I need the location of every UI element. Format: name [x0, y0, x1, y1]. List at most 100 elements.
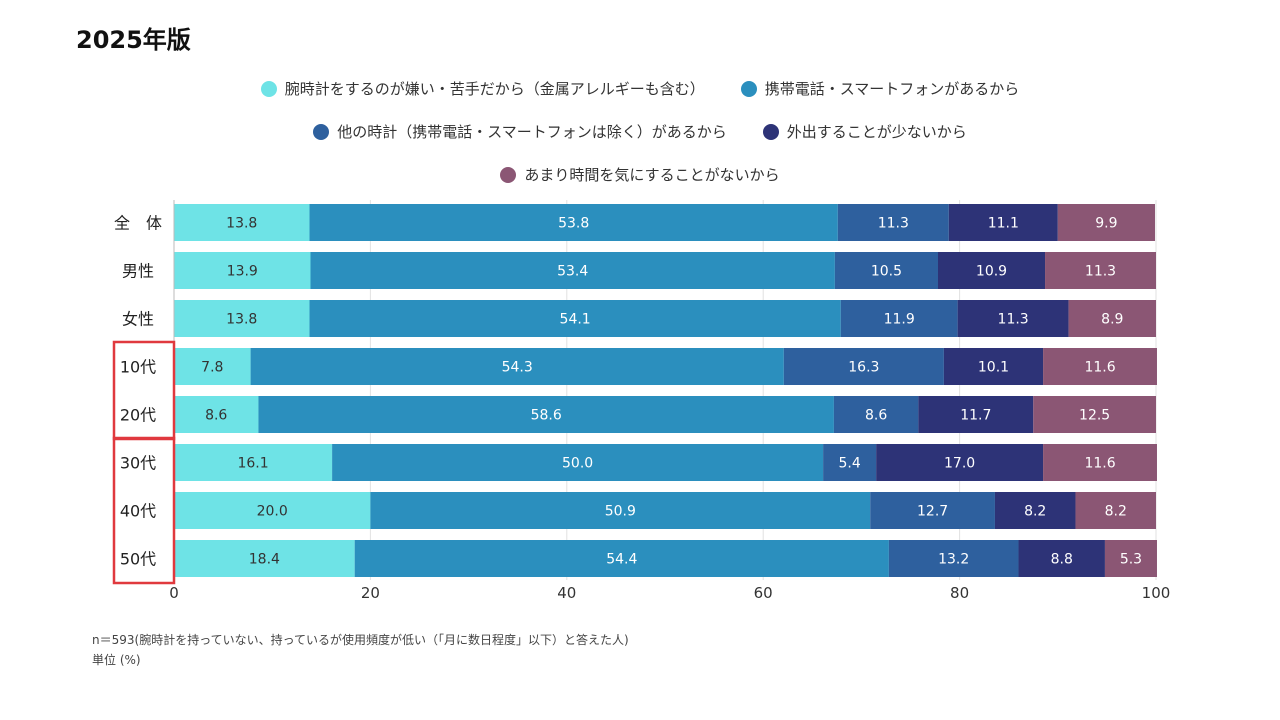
data-label: 11.7: [960, 408, 991, 424]
bar-segment: [783, 348, 944, 385]
bar-segment: [174, 300, 310, 337]
legend-swatch: [500, 166, 517, 183]
category-label: 女性: [122, 310, 154, 329]
legend-item: あまり時間を気にすることがないから: [500, 164, 780, 185]
data-label: 11.3: [1085, 264, 1116, 280]
legend-item: 腕時計をするのが嫌い・苦手だから（金属アレルギーも含む）: [260, 78, 705, 99]
category-label: 10代: [120, 358, 156, 377]
data-label: 54.1: [560, 312, 591, 328]
data-label: 11.3: [998, 312, 1029, 328]
bar-segment: [174, 444, 333, 481]
data-label: 20.0: [257, 504, 288, 520]
data-label: 11.1: [988, 216, 1019, 232]
category-label: 全 体: [114, 214, 162, 233]
data-label: 10.5: [871, 264, 902, 280]
bar-segment: [174, 396, 259, 433]
data-label: 12.7: [917, 504, 948, 520]
bar-segment: [310, 252, 835, 289]
x-tick-label: 20: [361, 584, 380, 602]
bar-segment: [888, 540, 1019, 577]
bar-segment: [174, 252, 311, 289]
data-label: 8.6: [205, 408, 227, 424]
bar-segment: [250, 348, 784, 385]
data-label: 8.8: [1051, 552, 1073, 568]
x-tick-label: 0: [169, 584, 179, 602]
bar-segment: [994, 492, 1076, 529]
legend-item: 外出することが少ないから: [762, 121, 967, 142]
bar-segment: [1018, 540, 1105, 577]
bar-segment: [837, 204, 949, 241]
legend-label: 外出することが少ないから: [786, 123, 967, 141]
bar-segment: [1033, 396, 1156, 433]
x-tick-label: 80: [950, 584, 969, 602]
bar-segment: [876, 444, 1044, 481]
data-label: 13.8: [226, 216, 257, 232]
data-label: 5.3: [1120, 552, 1142, 568]
legend-label: あまり時間を気にすることがないから: [524, 166, 780, 184]
bar-segment: [1043, 444, 1157, 481]
bar-segment: [174, 204, 310, 241]
bar-segment: [309, 204, 838, 241]
bar-segment: [957, 300, 1069, 337]
bar-segment: [943, 348, 1044, 385]
bar-segment: [1057, 204, 1156, 241]
data-label: 8.2: [1105, 504, 1127, 520]
page-title: 2025年版: [76, 26, 191, 54]
bar-segment: [833, 396, 919, 433]
data-label: 11.9: [884, 312, 915, 328]
data-label: 50.0: [562, 456, 593, 472]
bar-segment: [948, 204, 1058, 241]
bar-segment: [918, 396, 1034, 433]
data-label: 7.8: [201, 360, 223, 376]
x-tick-label: 40: [557, 584, 576, 602]
x-tick-label: 100: [1142, 584, 1171, 602]
data-label: 11.3: [878, 216, 909, 232]
bar-segment: [937, 252, 1046, 289]
legend-row: 他の時計（携帯電話・スマートフォンは除く）があるから 外出することが少ないから: [0, 121, 1280, 142]
legend-label: 腕時計をするのが嫌い・苦手だから（金属アレルギーも含む）: [284, 80, 705, 98]
bar-segment: [823, 444, 877, 481]
bar-segment: [834, 252, 938, 289]
category-label: 40代: [120, 502, 156, 521]
bar-segment: [1075, 492, 1156, 529]
legend-swatch: [313, 123, 330, 140]
bar-segment: [174, 492, 371, 529]
data-label: 5.4: [838, 456, 860, 472]
bar-segment: [354, 540, 889, 577]
data-label: 53.8: [558, 216, 589, 232]
data-label: 9.9: [1095, 216, 1117, 232]
legend-row: あまり時間を気にすることがないから: [0, 164, 1280, 185]
category-label: 50代: [120, 550, 156, 569]
legend-row: 腕時計をするのが嫌い・苦手だから（金属アレルギーも含む） 携帯電話・スマートフォン…: [0, 78, 1280, 99]
data-label: 54.4: [606, 552, 637, 568]
legend-item: 他の時計（携帯電話・スマートフォンは除く）があるから: [313, 121, 727, 142]
bar-segment: [174, 348, 251, 385]
data-label: 54.3: [502, 360, 533, 376]
legend-item: 携帯電話・スマートフォンがあるから: [740, 78, 1019, 99]
data-label: 12.5: [1079, 408, 1110, 424]
sample-note: n＝593(腕時計を持っていない、持っているが使用頻度が低い（「月に数日程度」以…: [92, 633, 629, 647]
unit-note: 単位 (%): [92, 653, 141, 667]
category-label: 20代: [120, 406, 156, 425]
data-label: 8.2: [1024, 504, 1046, 520]
bar-segment: [174, 540, 355, 577]
data-label: 18.4: [249, 552, 280, 568]
bar-segment: [258, 396, 834, 433]
bar-segment: [1104, 540, 1157, 577]
data-label: 8.9: [1101, 312, 1123, 328]
data-label: 10.1: [978, 360, 1009, 376]
highlight-box: [112, 436, 176, 585]
data-label: 10.9: [976, 264, 1007, 280]
legend-swatch: [740, 80, 757, 97]
bar-segment: [1043, 348, 1157, 385]
data-label: 50.9: [605, 504, 636, 520]
data-label: 16.3: [848, 360, 879, 376]
x-tick-label: 60: [754, 584, 773, 602]
data-label: 13.8: [226, 312, 257, 328]
data-label: 11.6: [1084, 456, 1115, 472]
data-label: 58.6: [531, 408, 562, 424]
bar-segment: [870, 492, 995, 529]
data-label: 8.6: [865, 408, 887, 424]
data-label: 11.6: [1084, 360, 1115, 376]
